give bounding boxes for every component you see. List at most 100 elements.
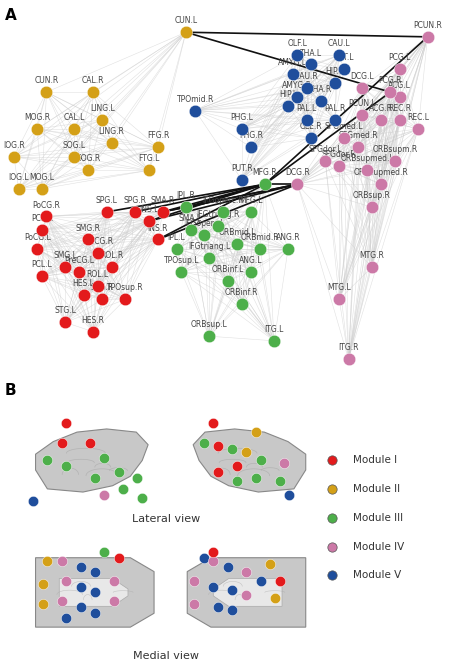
Point: [61, 317, 69, 327]
Point: [359, 110, 366, 121]
Text: MTG.R: MTG.R: [359, 251, 384, 260]
Point: [328, 541, 336, 552]
Point: [247, 142, 255, 153]
Polygon shape: [36, 429, 148, 492]
Text: Module V: Module V: [353, 570, 401, 580]
Text: AMYG.R: AMYG.R: [283, 81, 312, 90]
Point: [58, 556, 65, 566]
Point: [284, 243, 292, 254]
Point: [110, 596, 118, 606]
Text: MFG.L: MFG.L: [239, 196, 263, 205]
Text: TPOmid.R: TPOmid.R: [176, 95, 214, 103]
Point: [61, 261, 69, 272]
Text: PCL.L: PCL.L: [31, 260, 52, 269]
Point: [257, 455, 264, 466]
Point: [108, 137, 115, 148]
Text: TPOsup.R: TPOsup.R: [107, 283, 144, 292]
Text: SMG.L: SMG.L: [53, 251, 77, 260]
Point: [219, 207, 227, 217]
Point: [58, 438, 65, 449]
Point: [238, 174, 246, 185]
Text: ORBinf.R: ORBinf.R: [225, 288, 258, 297]
Text: Lateral view: Lateral view: [132, 514, 200, 524]
Point: [187, 225, 194, 235]
Text: THA.R: THA.R: [309, 85, 332, 94]
Point: [84, 165, 92, 175]
Text: IFGtriang.R: IFGtriang.R: [197, 209, 240, 219]
Text: FFG.R: FFG.R: [147, 131, 169, 141]
Point: [173, 243, 181, 254]
Text: PUT.R: PUT.R: [231, 163, 253, 173]
Text: DCG.R: DCG.R: [285, 168, 310, 177]
Text: HIP.R: HIP.R: [325, 67, 344, 76]
Text: ROL.L: ROL.L: [87, 269, 109, 279]
Text: HES.L: HES.L: [73, 279, 95, 287]
Point: [293, 50, 301, 61]
Text: CAL.R: CAL.R: [82, 76, 104, 85]
Point: [328, 455, 336, 466]
Text: ORBmid.L: ORBmid.L: [218, 228, 256, 237]
Text: ACG.R: ACG.R: [369, 104, 393, 113]
Text: PoCG.L: PoCG.L: [24, 233, 51, 241]
Point: [391, 156, 399, 167]
Point: [71, 151, 78, 162]
Point: [243, 447, 250, 458]
Point: [364, 165, 371, 175]
Point: [89, 326, 97, 337]
Point: [247, 266, 255, 277]
Point: [321, 156, 329, 167]
Point: [191, 598, 198, 609]
Point: [154, 142, 162, 153]
Point: [377, 179, 385, 189]
Point: [182, 202, 190, 213]
Point: [354, 142, 362, 153]
Text: IFGoperc.R: IFGoperc.R: [202, 196, 244, 205]
Point: [328, 570, 336, 580]
Point: [63, 418, 70, 429]
Point: [131, 207, 138, 217]
Point: [303, 82, 310, 93]
Text: ORBinf.L: ORBinf.L: [211, 265, 244, 274]
Polygon shape: [193, 429, 306, 492]
Point: [75, 266, 83, 277]
Text: Medial view: Medial view: [133, 651, 199, 661]
Point: [84, 234, 92, 245]
Text: CAL.L: CAL.L: [64, 113, 85, 122]
Point: [340, 64, 347, 75]
Point: [119, 484, 127, 494]
Point: [243, 590, 250, 600]
Text: ANG.L: ANG.L: [239, 255, 263, 265]
Point: [201, 229, 208, 240]
Text: SFGmed.L: SFGmed.L: [325, 122, 363, 131]
Point: [100, 490, 108, 500]
Point: [271, 593, 279, 604]
Text: SPG.L: SPG.L: [96, 196, 118, 205]
Point: [214, 467, 222, 478]
Point: [91, 567, 99, 578]
Point: [289, 68, 297, 79]
Text: ORBsupmed.L: ORBsupmed.L: [340, 155, 394, 163]
Point: [77, 602, 84, 612]
Text: PHG.L: PHG.L: [230, 113, 253, 122]
Point: [224, 275, 231, 286]
Point: [396, 64, 403, 75]
Text: INS.R: INS.R: [148, 223, 168, 233]
Text: IOG.R: IOG.R: [3, 141, 25, 149]
Text: Module IV: Module IV: [353, 542, 404, 552]
Point: [285, 490, 293, 500]
Point: [63, 613, 70, 624]
Point: [238, 123, 246, 134]
Point: [94, 280, 101, 291]
Point: [252, 426, 260, 437]
Point: [10, 151, 18, 162]
Text: PHG.R: PHG.R: [239, 131, 263, 141]
Point: [228, 584, 236, 595]
Polygon shape: [213, 578, 282, 606]
Text: ORBsupmed.R: ORBsupmed.R: [354, 168, 409, 177]
Text: DCG.L: DCG.L: [351, 71, 374, 81]
Text: HES.R: HES.R: [82, 315, 104, 325]
Point: [261, 179, 269, 189]
Text: B: B: [5, 383, 17, 398]
Text: Module II: Module II: [353, 484, 400, 494]
Text: IOG.L: IOG.L: [8, 173, 29, 182]
